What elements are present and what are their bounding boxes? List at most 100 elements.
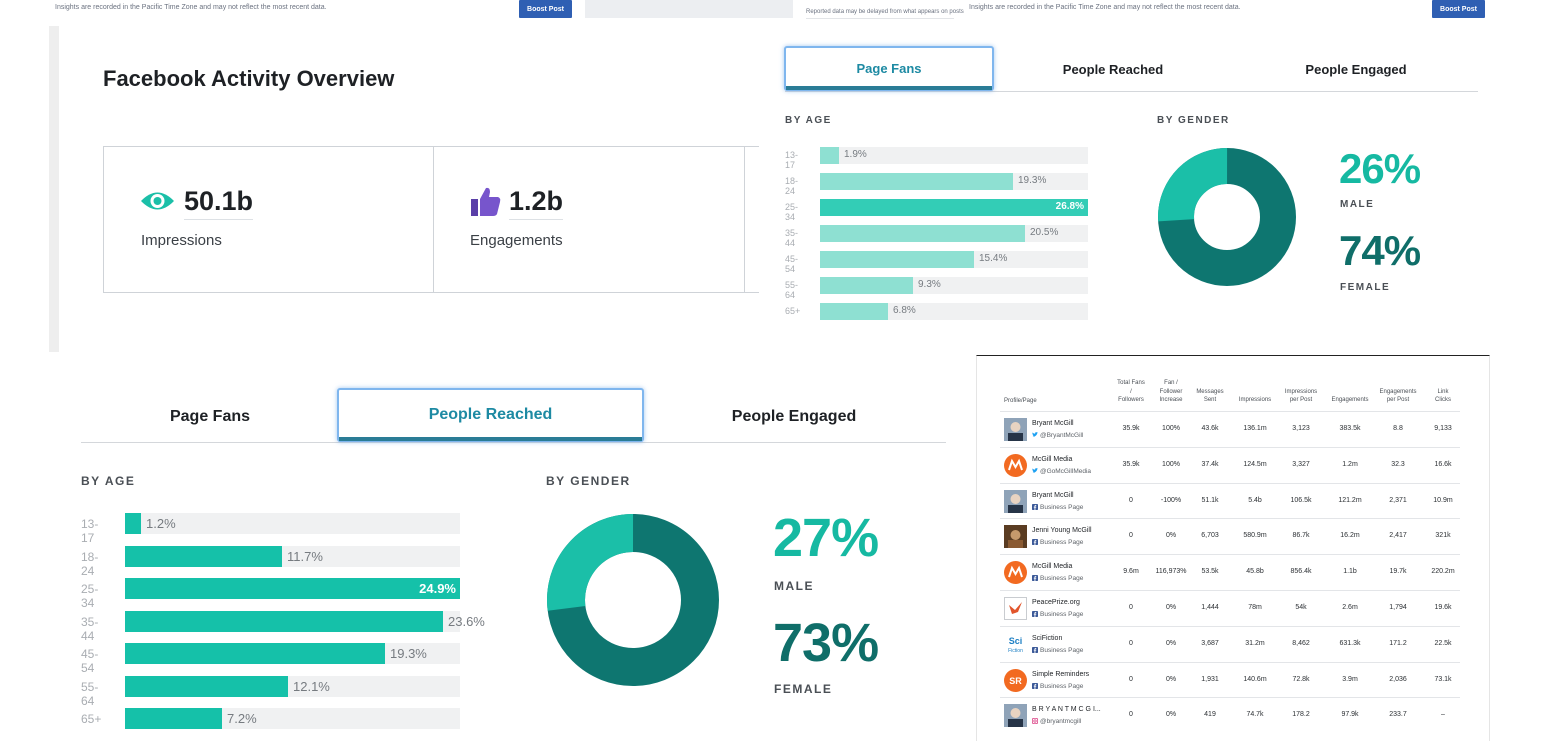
table-cell: -100% (1160, 496, 1182, 504)
profile-handle: Business Page (1032, 611, 1083, 618)
table-cell: – (1441, 711, 1445, 719)
column-header[interactable]: Impressions (1238, 397, 1272, 404)
table-cell: 0% (1165, 639, 1177, 647)
table-cell: 35.9k (1122, 425, 1140, 432)
table-row[interactable]: Jenni Young McGill Business Page 0 0% 6,703 5… (1000, 518, 1460, 554)
profile-name[interactable]: Simple Reminders (1032, 670, 1090, 678)
table-cell: 8.8 (1393, 425, 1403, 432)
profile-name[interactable]: Bryant McGill (1032, 491, 1074, 499)
tab-underline (785, 91, 1478, 92)
age-bar-track (820, 225, 1088, 242)
age-percent-label: 15.4% (979, 253, 1008, 264)
gray-panel (585, 0, 793, 18)
profile-handle-text: Business Page (1040, 682, 1084, 690)
table-cell: 2.6m (1342, 604, 1358, 611)
table-row[interactable]: Bryant McGill Business Page 0 -100% 51.1k 5.4… (1000, 482, 1460, 519)
svg-text:Fiction: Fiction (1008, 648, 1023, 654)
age-bar (820, 173, 1013, 190)
tab-page-fans[interactable]: Page Fans (784, 46, 994, 91)
age-bar-track (820, 147, 1088, 164)
by-gender-heading: BY GENDER (546, 474, 631, 488)
column-header[interactable]: Engagements (1331, 397, 1369, 404)
profile-name[interactable]: PeacePrize.org (1032, 599, 1080, 606)
tab-people-engaged[interactable]: People Engaged (1305, 61, 1407, 77)
table-cell: 121.2m (1338, 496, 1362, 504)
column-header[interactable]: Fan / Follower Increase (1159, 379, 1183, 404)
table-row[interactable]: McGill Media Business Page 9.6m 116,973% 53.… (1000, 554, 1460, 590)
table-cell: 2,036 (1389, 675, 1407, 683)
profile-name[interactable]: SciFiction (1032, 634, 1063, 642)
facebook-icon (1032, 503, 1038, 510)
facebook-icon (1032, 611, 1038, 617)
table-cell: 1.2m (1342, 460, 1358, 468)
page-title: Facebook Activity Overview (103, 66, 395, 91)
table-row[interactable]: SR Simple Reminders Business Page 0 0% 1,931 1… (1000, 661, 1460, 698)
table-row[interactable]: Sci Fiction SciFiction Business Page 0 0% 3,68… (1000, 625, 1460, 662)
column-header[interactable]: Total Fans / Followers (1117, 379, 1145, 404)
table-cell: 10.9m (1433, 496, 1453, 504)
table-cell: 124.5m (1243, 460, 1267, 468)
column-header[interactable]: Engagements per Post (1379, 388, 1417, 404)
table-cell: 0% (1165, 711, 1177, 719)
profile-name[interactable]: B R Y A N T M C G I... (1032, 706, 1101, 714)
table-cell: 0 (1129, 496, 1133, 504)
by-age-heading: BY AGE (81, 474, 136, 488)
profile-handle-text: @GoMcGillMedia (1040, 467, 1092, 475)
profile-handle: Business Page (1032, 575, 1083, 582)
age-percent-label: 12.1% (293, 678, 330, 694)
table-cell: 8,462 (1292, 639, 1310, 647)
boost-post-button[interactable]: Boost Post (519, 0, 572, 18)
table-cell: 0% (1165, 532, 1177, 540)
table-cell: 97.9k (1341, 711, 1359, 719)
table-row[interactable]: McGill Media @GoMcGillMedia 35.9k 100% 37.4k… (1000, 446, 1460, 483)
age-bar (125, 610, 443, 632)
profile-handle: @bryantmcgill (1032, 718, 1081, 725)
age-bar-track (125, 545, 460, 567)
table-cell: 116,973% (1155, 568, 1187, 576)
table-cell: 580.9m (1243, 532, 1267, 540)
age-percent-label: 11.7% (287, 548, 323, 564)
svg-text:SR: SR (1009, 676, 1022, 686)
thumbs-up-icon (471, 187, 501, 216)
age-label: 65+ (81, 712, 102, 726)
table-cell: 5.4b (1248, 496, 1262, 504)
age-bar (820, 303, 888, 320)
table-cell: 631.3k (1339, 639, 1361, 647)
table-cell: 32.3 (1391, 460, 1405, 468)
profile-handle-text: Business Page (1040, 611, 1084, 618)
profile-name[interactable]: McGill Media (1032, 455, 1073, 463)
table-row[interactable]: B R Y A N T M C G I... @bryantmcgill 0 0% 41… (1000, 697, 1460, 733)
table-row[interactable]: Bryant McGill @BryantMcGill 35.9k 100% 43.6k… (1000, 411, 1460, 447)
column-header[interactable]: Messages Sent (1196, 388, 1224, 404)
profile-name[interactable]: Bryant McGill (1032, 420, 1074, 427)
profile-handle: Business Page (1032, 539, 1083, 546)
age-bar-track (125, 708, 460, 729)
profile-handle-text: Business Page (1040, 503, 1084, 511)
age-label: 45-54 (785, 254, 799, 274)
age-bar-track (125, 643, 460, 664)
profile-handle-text: @bryantmcgill (1040, 718, 1082, 726)
profile-name[interactable]: McGill Media (1032, 563, 1073, 571)
tab-people-reached[interactable]: People Reached (337, 388, 644, 442)
profile-name[interactable]: Jenni Young McGill (1032, 527, 1092, 535)
column-header[interactable]: Impressions per Post (1284, 388, 1318, 404)
age-label: 55-64 (81, 679, 99, 708)
column-header[interactable]: Link Clicks (1435, 388, 1451, 404)
age-bar (820, 199, 1088, 216)
age-percent-label: 9.3% (918, 279, 941, 290)
column-header[interactable]: Profile/Page (1004, 398, 1037, 404)
table-row[interactable]: PeacePrize.org Business Page 0 0% 1,444 78m 54… (1000, 590, 1460, 626)
table-cell: 2,417 (1389, 532, 1407, 540)
engagements-value: 1.2b (509, 186, 564, 220)
tab-people-reached[interactable]: People Reached (1062, 61, 1164, 77)
tab-page-fans[interactable]: Page Fans (169, 408, 251, 425)
tab-underline (81, 442, 946, 443)
male-percent: 26% (1339, 145, 1421, 192)
tab-people-engaged[interactable]: People Engaged (731, 408, 857, 425)
female-percent: 73% (773, 613, 879, 673)
female-label: FEMALE (1340, 282, 1391, 293)
engagements-label: Engagements (470, 232, 563, 249)
age-label: 25-34 (785, 202, 799, 222)
boost-post-button-2[interactable]: Boost Post (1432, 0, 1485, 18)
table-cell: 72.8k (1292, 675, 1310, 683)
